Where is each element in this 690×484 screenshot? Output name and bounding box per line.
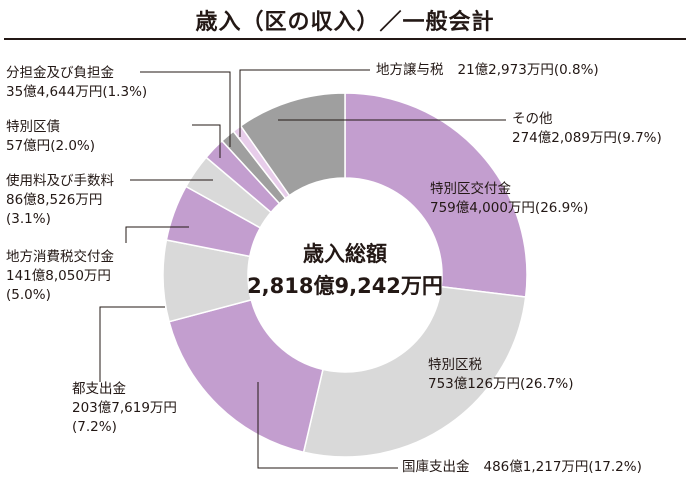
slice-name: 地方譲与税 bbox=[376, 62, 444, 78]
slice-amount: 203億7,619万円 bbox=[72, 400, 177, 416]
leader-line-national-grant bbox=[257, 382, 398, 469]
leader-line-metro-grant bbox=[99, 306, 165, 382]
donut-slice-9 bbox=[239, 92, 346, 197]
leader-line-contributions bbox=[140, 71, 231, 147]
slice-percent: (7.2%) bbox=[72, 419, 117, 435]
leader-line-consumption-tax bbox=[125, 226, 189, 243]
slice-amount: 57億円 bbox=[6, 138, 51, 154]
slice-percent: (2.0%) bbox=[50, 138, 96, 154]
slice-name: 国庫支出金 bbox=[402, 459, 470, 475]
slice-amount: 35億4,644万円 bbox=[6, 84, 103, 100]
slice-percent: (26.9%) bbox=[534, 200, 589, 216]
center-total-label: 歳入総額 bbox=[303, 242, 387, 266]
slice-amount: 753億126万円 bbox=[428, 376, 521, 392]
slice-label-ward-bonds: 特別区債 57億円(2.0%) bbox=[6, 118, 95, 156]
slice-amount: 759億4,000万円 bbox=[430, 200, 535, 216]
slice-label-transfer-tax: 地方譲与税 21億2,973万円(0.8%) bbox=[376, 61, 599, 80]
leader-line-bonds bbox=[192, 124, 221, 158]
slice-label-special-ward-grant: 特別区交付金 759億4,000万円(26.9%) bbox=[430, 180, 588, 218]
slice-label-special-ward-tax: 特別区税 753億126万円(26.7%) bbox=[428, 356, 573, 394]
donut-slice-1 bbox=[302, 285, 527, 458]
slice-amount: 274億2,089万円 bbox=[512, 130, 617, 146]
slice-name: 分担金及び負担金 bbox=[6, 65, 114, 81]
donut-slice-0 bbox=[344, 92, 528, 298]
slice-amount: 86億8,526万円 bbox=[6, 192, 103, 208]
donut-slice-2 bbox=[168, 298, 324, 454]
slice-label-fees: 使用料及び手数料 86億8,526万円 (3.1%) bbox=[6, 172, 114, 229]
leader-line-transfer-tax bbox=[239, 69, 370, 137]
slice-percent: (17.2%) bbox=[588, 459, 642, 475]
slice-name: 地方消費税交付金 bbox=[6, 249, 114, 265]
slice-percent: (5.0%) bbox=[6, 287, 51, 303]
center-total-value: 2,818億9,242万円 bbox=[247, 274, 443, 298]
slice-amount: 486億1,217万円 bbox=[483, 459, 589, 475]
slice-name: 使用料及び手数料 bbox=[6, 173, 114, 189]
slice-label-national-grant: 国庫支出金 486億1,217万円(17.2%) bbox=[402, 458, 642, 477]
slice-label-other: その他 274億2,089万円(9.7%) bbox=[512, 110, 662, 148]
slice-label-consumption-tax-grant: 地方消費税交付金 141億8,050万円 (5.0%) bbox=[6, 248, 114, 305]
slice-amount: 141億8,050万円 bbox=[6, 268, 111, 284]
slice-percent: (0.8%) bbox=[553, 62, 599, 78]
slice-amount: 21億2,973万円 bbox=[457, 62, 554, 78]
slice-name: 特別区交付金 bbox=[430, 181, 511, 197]
slice-label-contributions: 分担金及び負担金 35億4,644万円(1.3%) bbox=[6, 64, 147, 102]
slice-name: 都支出金 bbox=[72, 381, 126, 397]
slice-percent: (1.3%) bbox=[102, 84, 148, 100]
title-underline bbox=[4, 38, 686, 40]
slice-percent: (26.7%) bbox=[520, 376, 574, 392]
slice-name: 特別区債 bbox=[6, 119, 60, 135]
slice-percent: (9.7%) bbox=[616, 130, 662, 146]
slice-label-metro-grant: 都支出金 203億7,619万円 (7.2%) bbox=[72, 380, 177, 437]
slice-percent: (3.1%) bbox=[6, 211, 51, 227]
slice-name: その他 bbox=[512, 111, 553, 127]
slice-name: 特別区税 bbox=[428, 357, 482, 373]
chart-title: 歳入（区の収入）／一般会計 bbox=[195, 10, 495, 35]
